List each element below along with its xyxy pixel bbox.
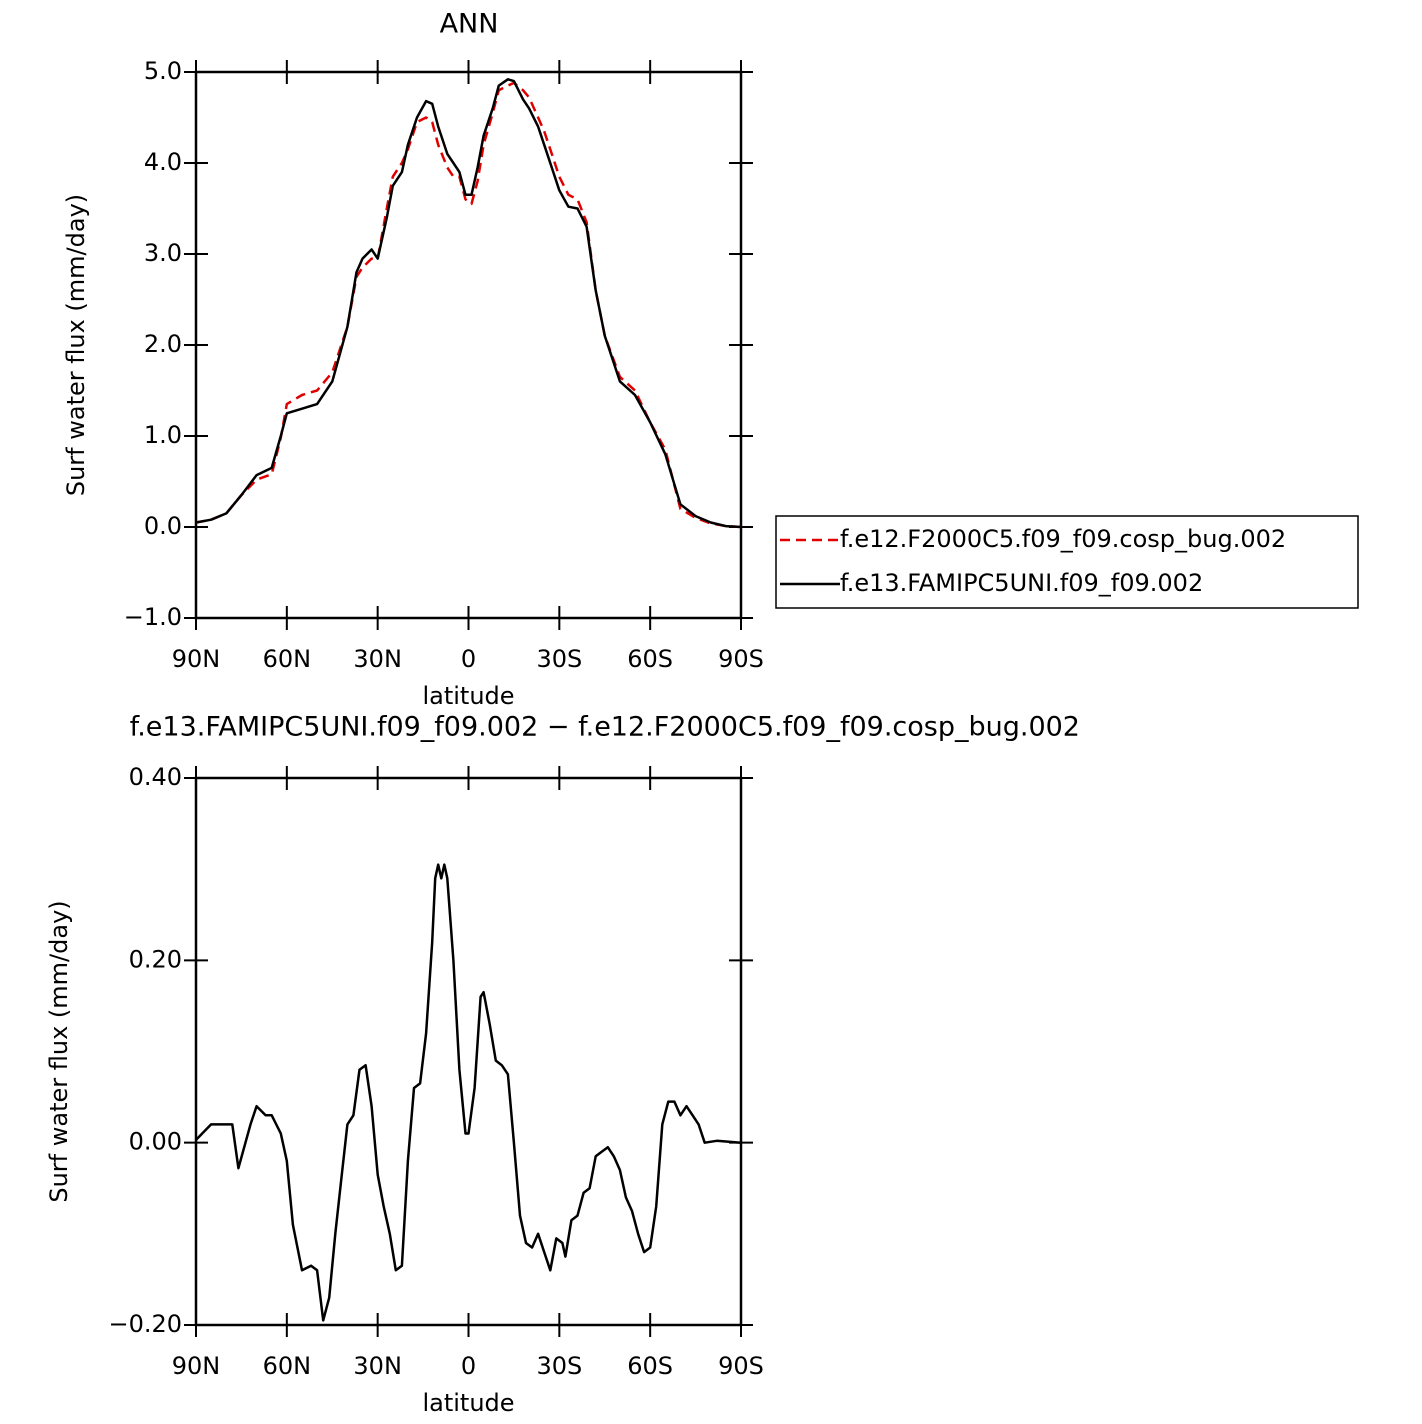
series-line — [195, 81, 742, 529]
y-tick-label: 0.0 — [144, 512, 182, 540]
plot-frame — [194, 776, 743, 1327]
y-tick-label: −1.0 — [124, 603, 182, 631]
x-tick-label: 0 — [461, 1352, 476, 1380]
x-tick-label: 90N — [172, 645, 221, 673]
series-line — [195, 863, 742, 1322]
x-tick-label: 30S — [536, 1352, 582, 1380]
x-tick-label: 90S — [718, 1352, 764, 1380]
y-tick-label: 0.40 — [129, 763, 182, 791]
x-axis-label: latitude — [422, 682, 514, 710]
series-line — [195, 78, 742, 529]
legend-box — [775, 515, 1359, 609]
x-tick-label: 60N — [263, 645, 312, 673]
y-axis-label: Surf water flux (mm/day) — [45, 900, 73, 1202]
x-tick-label: 30S — [536, 645, 582, 673]
chart-title: f.e13.FAMIPC5UNI.f09_f09.002 − f.e12.F20… — [130, 712, 1080, 743]
x-tick-label: 0 — [461, 645, 476, 673]
y-tick-label: 5.0 — [144, 57, 182, 85]
y-tick-label: 1.0 — [144, 421, 182, 449]
y-tick-label: −0.20 — [108, 1310, 182, 1338]
x-tick-label: 90N — [172, 1352, 221, 1380]
plot-frame — [194, 70, 743, 620]
chart-title: ANN — [440, 9, 499, 40]
y-tick-label: 4.0 — [144, 148, 182, 176]
y-tick-label: 2.0 — [144, 330, 182, 358]
y-tick-label: 3.0 — [144, 239, 182, 267]
y-tick-label: 0.20 — [129, 945, 182, 973]
x-tick-label: 60S — [627, 645, 673, 673]
x-tick-label: 60N — [263, 1352, 312, 1380]
y-tick-label: 0.00 — [129, 1128, 182, 1156]
x-tick-label: 30N — [353, 1352, 402, 1380]
x-tick-label: 30N — [353, 645, 402, 673]
legend-label: f.e13.FAMIPC5UNI.f09_f09.002 — [840, 569, 1203, 597]
x-tick-label: 90S — [718, 645, 764, 673]
legend-label: f.e12.F2000C5.f09_f09.cosp_bug.002 — [840, 525, 1286, 553]
x-tick-label: 60S — [627, 1352, 673, 1380]
x-axis-label: latitude — [422, 1389, 514, 1417]
y-axis-label: Surf water flux (mm/day) — [62, 194, 90, 496]
